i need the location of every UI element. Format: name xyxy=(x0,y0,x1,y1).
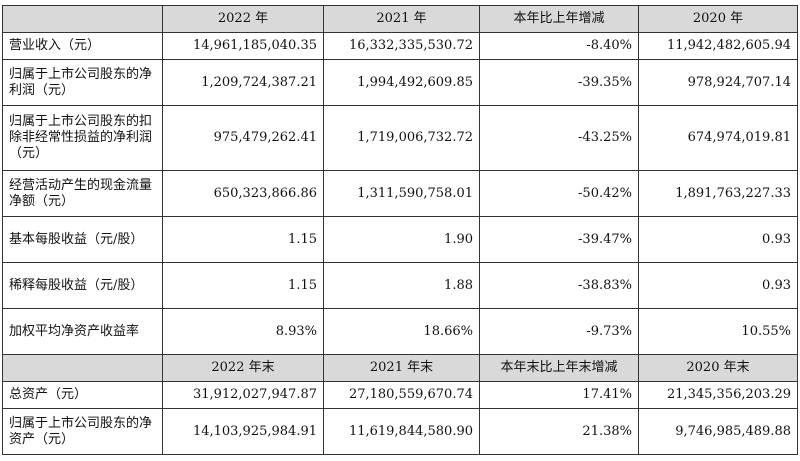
cell-value: 21,345,356,203.29 xyxy=(638,381,798,409)
cell-value: 1.90 xyxy=(323,216,480,263)
cell-value: 975,479,262.41 xyxy=(162,105,324,171)
cell-value: -50.42% xyxy=(479,170,639,217)
header-year-2020: 2020 年 xyxy=(638,5,798,33)
cell-value: 1,311,590,758.01 xyxy=(323,170,480,217)
header-yoy-change: 本年比上年增减 xyxy=(479,5,639,33)
cell-value: 978,924,707.14 xyxy=(638,59,798,106)
cell-value: 650,323,866.86 xyxy=(162,170,324,217)
header-year-2022: 2022 年 xyxy=(162,5,324,33)
cell-value: -38.83% xyxy=(479,262,639,309)
cell-value: 1,209,724,387.21 xyxy=(162,59,324,106)
table-row: 归属于上市公司股东的扣除非经常性损益的净利润（元） 975,479,262.41… xyxy=(2,105,798,171)
header-corner-cell xyxy=(2,5,163,33)
row-label-revenue: 营业收入（元） xyxy=(2,32,163,60)
row-label-deducted-net-profit: 归属于上市公司股东的扣除非经常性损益的净利润（元） xyxy=(2,105,163,171)
header-corner-cell xyxy=(2,354,163,382)
cell-value: -9.73% xyxy=(479,308,639,355)
cell-value: 674,974,019.81 xyxy=(638,105,798,171)
cell-value: 1.88 xyxy=(323,262,480,309)
table-row: 归属于上市公司股东的净资产（元） 14,103,925,984.91 11,61… xyxy=(2,408,798,455)
cell-value: 8.93% xyxy=(162,308,324,355)
cell-value: 10.55% xyxy=(638,308,798,355)
header-year-2021: 2021 年 xyxy=(323,5,480,33)
cell-value: 11,619,844,580.90 xyxy=(323,408,480,455)
header-year-end-change: 本年末比上年末增减 xyxy=(479,354,639,382)
table-row: 稀释每股收益（元/股） 1.15 1.88 -38.83% 0.93 xyxy=(2,262,798,309)
cell-value: -39.47% xyxy=(479,216,639,263)
cell-value: 21.38% xyxy=(479,408,639,455)
header-row-annual: 2022 年 2021 年 本年比上年增减 2020 年 xyxy=(2,5,798,33)
row-label-total-assets: 总资产（元） xyxy=(2,381,163,409)
cell-value: 14,961,185,040.35 xyxy=(162,32,324,60)
cell-value: 1,891,763,227.33 xyxy=(638,170,798,217)
cell-value: 18.66% xyxy=(323,308,480,355)
cell-value: 31,912,027,947.87 xyxy=(162,381,324,409)
table-row: 经营活动产生的现金流量净额（元） 650,323,866.86 1,311,59… xyxy=(2,170,798,217)
cell-value: 1.15 xyxy=(162,216,324,263)
cell-value: -43.25% xyxy=(479,105,639,171)
cell-value: -8.40% xyxy=(479,32,639,60)
header-year-end-2021: 2021 年末 xyxy=(323,354,480,382)
row-label-net-assets: 归属于上市公司股东的净资产（元） xyxy=(2,408,163,455)
cell-value: 16,332,335,530.72 xyxy=(323,32,480,60)
row-label-basic-eps: 基本每股收益（元/股） xyxy=(2,216,163,263)
cell-value: 17.41% xyxy=(479,381,639,409)
row-label-operating-cash-flow: 经营活动产生的现金流量净额（元） xyxy=(2,170,163,217)
table-row: 基本每股收益（元/股） 1.15 1.90 -39.47% 0.93 xyxy=(2,216,798,263)
cell-value: 0.93 xyxy=(638,216,798,263)
cell-value: 1,719,006,732.72 xyxy=(323,105,480,171)
row-label-roe: 加权平均净资产收益率 xyxy=(2,308,163,355)
table-row: 归属于上市公司股东的净利润（元） 1,209,724,387.21 1,994,… xyxy=(2,59,798,106)
cell-value: 0.93 xyxy=(638,262,798,309)
header-year-end-2022: 2022 年末 xyxy=(162,354,324,382)
cell-value: 1.15 xyxy=(162,262,324,309)
header-year-end-2020: 2020 年末 xyxy=(638,354,798,382)
table-row: 总资产（元） 31,912,027,947.87 27,180,559,670.… xyxy=(2,381,798,409)
cell-value: 11,942,482,605.94 xyxy=(638,32,798,60)
cell-value: -39.35% xyxy=(479,59,639,106)
cell-value: 27,180,559,670.74 xyxy=(323,381,480,409)
table-row: 营业收入（元） 14,961,185,040.35 16,332,335,530… xyxy=(2,32,798,60)
cell-value: 14,103,925,984.91 xyxy=(162,408,324,455)
cell-value: 9,746,985,489.88 xyxy=(638,408,798,455)
cell-value: 1,994,492,609.85 xyxy=(323,59,480,106)
financial-indicators-table: 2022 年 2021 年 本年比上年增减 2020 年 营业收入（元） 14,… xyxy=(2,5,798,455)
header-row-year-end: 2022 年末 2021 年末 本年末比上年末增减 2020 年末 xyxy=(2,354,798,382)
row-label-net-profit: 归属于上市公司股东的净利润（元） xyxy=(2,59,163,106)
table-row: 加权平均净资产收益率 8.93% 18.66% -9.73% 10.55% xyxy=(2,308,798,355)
row-label-diluted-eps: 稀释每股收益（元/股） xyxy=(2,262,163,309)
